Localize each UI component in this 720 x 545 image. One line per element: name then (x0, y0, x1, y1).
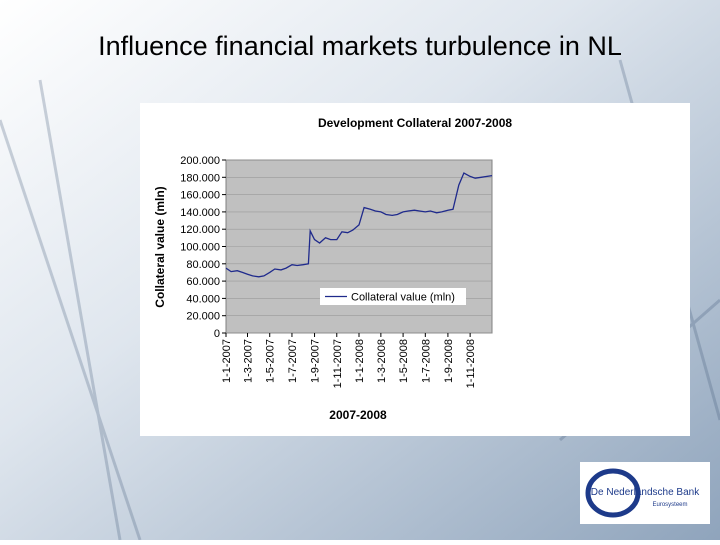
x-tick-label: 1-11-2008 (465, 339, 477, 388)
x-tick-label: 1-1-2008 (354, 339, 366, 383)
y-tick-label: 0 (214, 328, 220, 340)
y-tick-label: 80.000 (186, 259, 220, 271)
x-tick-label: 1-5-2007 (265, 339, 277, 383)
y-tick-label: 40.000 (186, 293, 220, 305)
x-tick-label: 1-9-2007 (310, 339, 322, 383)
x-tick-label: 1-1-2007 (221, 339, 233, 383)
y-tick-label: 140.000 (180, 207, 220, 219)
legend-label: Collateral value (mln) (351, 292, 455, 304)
slide-title: Influence financial markets turbulence i… (98, 31, 622, 61)
x-tick-label: 1-7-2007 (287, 339, 299, 383)
y-tick-label: 160.000 (180, 190, 220, 202)
y-tick-label: 100.000 (180, 242, 220, 254)
chart-title: Development Collateral 2007-2008 (318, 116, 512, 130)
logo: De Nederlandsche Bank Eurosysteem (580, 462, 710, 524)
x-axis-title: 2007-2008 (329, 408, 387, 422)
y-tick-label: 180.000 (180, 172, 220, 184)
x-tick-label: 1-9-2008 (443, 339, 455, 383)
x-tick-label: 1-11-2007 (332, 339, 344, 388)
logo-name: De Nederlandsche Bank (591, 487, 700, 498)
y-axis-title: Collateral value (mln) (153, 186, 167, 307)
y-tick-label: 200.000 (180, 155, 220, 167)
logo-subtitle: Eurosysteem (652, 502, 687, 508)
y-tick-label: 20.000 (186, 311, 220, 323)
y-tick-label: 120.000 (180, 224, 220, 236)
legend-box (320, 288, 466, 305)
x-tick-label: 1-3-2007 (242, 339, 254, 383)
x-tick-label: 1-7-2008 (420, 339, 432, 383)
logo-ring (585, 468, 641, 518)
y-tick-label: 60.000 (186, 276, 220, 288)
x-tick-label: 1-5-2008 (398, 339, 410, 383)
x-tick-label: 1-3-2008 (376, 339, 388, 383)
data-line (225, 172, 493, 278)
